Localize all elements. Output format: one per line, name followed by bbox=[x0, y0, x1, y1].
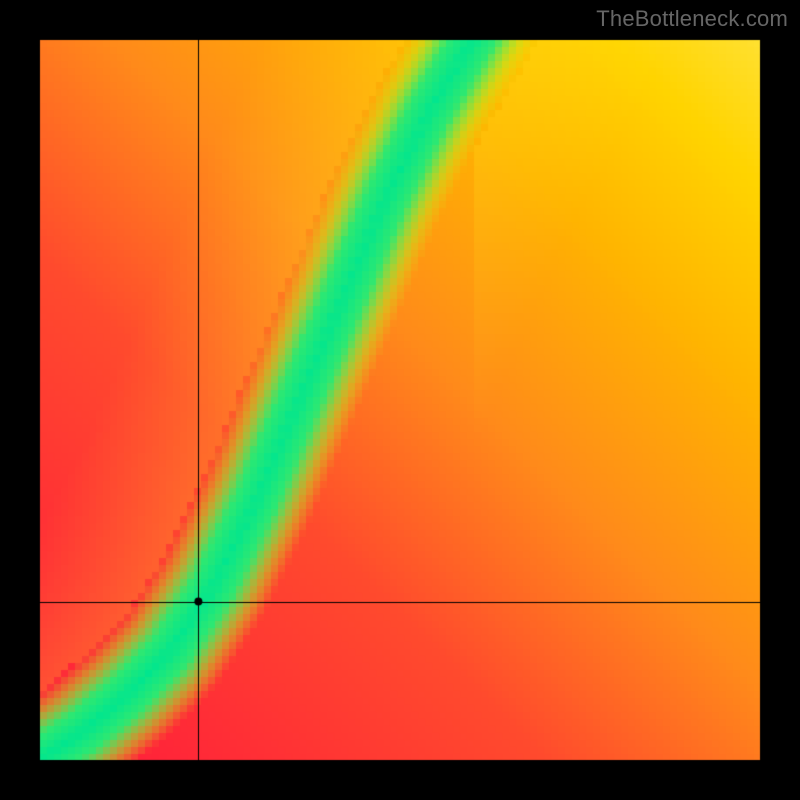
watermark-text: TheBottleneck.com bbox=[596, 6, 788, 32]
heatmap-canvas bbox=[0, 0, 800, 800]
heatmap-container: TheBottleneck.com bbox=[0, 0, 800, 800]
